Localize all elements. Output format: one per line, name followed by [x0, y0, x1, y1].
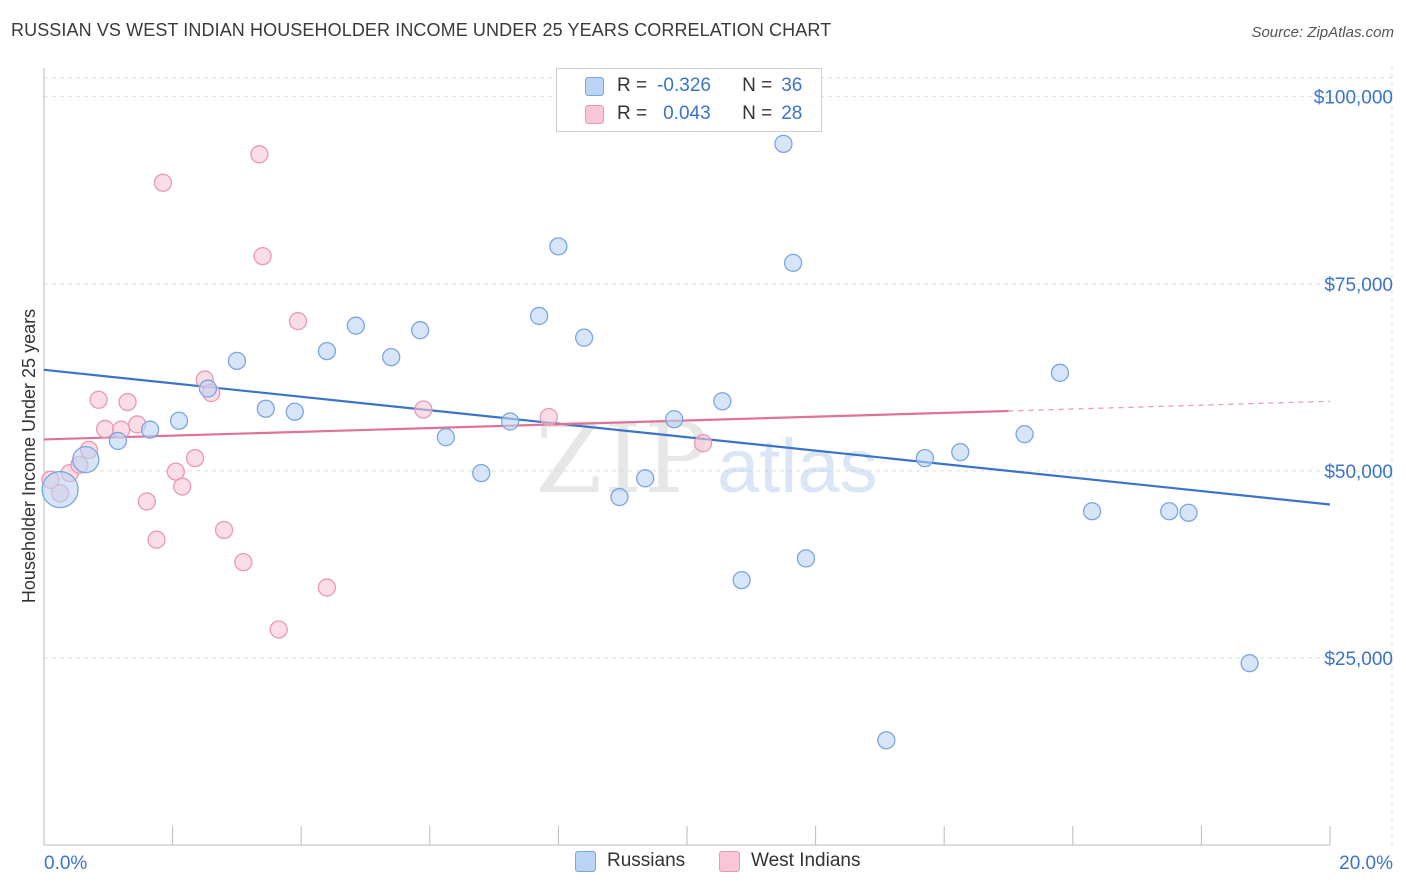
russians-point — [774, 134, 793, 153]
west-indians-point — [118, 392, 137, 412]
legend-item-west-indians[interactable]: West Indians — [719, 850, 860, 872]
russians-point — [877, 731, 896, 750]
russians-point — [732, 570, 751, 590]
west-indians-point — [147, 530, 166, 549]
russians-point — [41, 470, 79, 509]
russians-point — [411, 321, 430, 340]
x-tick-label: 20.0% — [1339, 853, 1393, 874]
watermark-atlas: atlas — [717, 424, 878, 509]
r-value: 0.043 — [663, 103, 711, 124]
russians-point — [169, 411, 189, 430]
legend-row-west-indians: R = 0.043 N = 28 — [585, 100, 802, 128]
west-indians-point — [693, 434, 713, 453]
russians-point — [915, 448, 935, 468]
russians-trend-line — [43, 368, 1331, 506]
russians-swatch — [585, 76, 604, 96]
russians-point — [227, 351, 247, 371]
series-legend: Russians West Indians — [0, 850, 1406, 878]
legend-label-russians: Russians — [607, 850, 686, 871]
stats-legend: R = -0.326 N = 36 R = 0.043 N = 28 — [556, 68, 822, 132]
russians-point — [140, 420, 160, 439]
axes — [43, 68, 1331, 846]
r-value: -0.326 — [657, 75, 711, 96]
west-indians-point — [269, 620, 288, 639]
west-indians-trend-line — [43, 409, 1009, 441]
legend-row-russians: R = -0.326 N = 36 — [585, 72, 802, 100]
russians-point — [317, 341, 337, 361]
west-indians-point — [173, 477, 192, 496]
y-tick-label: $50,000 — [1324, 462, 1393, 483]
west-indians-point — [234, 552, 253, 572]
chart-title: RUSSIAN VS WEST INDIAN HOUSEHOLDER INCOM… — [11, 20, 832, 40]
russians-point — [1082, 502, 1102, 521]
west-indians-point — [153, 173, 173, 192]
russians-point — [664, 410, 684, 429]
russians-point — [574, 328, 594, 347]
trend-lines — [43, 368, 1331, 506]
r-label: R = — [617, 103, 648, 124]
west-indians-point — [288, 312, 308, 331]
russians-point — [1160, 502, 1179, 521]
russians-swatch — [575, 850, 596, 872]
russians-point — [346, 316, 366, 335]
russians-point — [285, 402, 304, 421]
west-indians-point — [250, 145, 269, 164]
russians-point — [198, 379, 218, 398]
russians-point — [1179, 503, 1198, 522]
russians-point — [549, 237, 568, 256]
west-indians-point — [89, 390, 108, 409]
y-tick-label: $25,000 — [1324, 649, 1393, 670]
west-indians-swatch — [719, 850, 740, 872]
russians-point — [1015, 425, 1034, 444]
russians-point — [951, 442, 970, 462]
data-points — [41, 134, 1259, 750]
n-label: N = — [742, 75, 773, 96]
russians-point — [436, 428, 456, 447]
west-indians-point — [414, 400, 433, 419]
n-value: 28 — [781, 103, 803, 124]
legend-item-russians[interactable]: Russians — [575, 850, 685, 872]
west-indians-point — [95, 419, 115, 439]
y-axis-label: Householder Income Under 25 years — [19, 309, 39, 603]
russians-point — [610, 487, 629, 507]
russians-point — [256, 399, 275, 418]
russians-point — [72, 445, 100, 474]
russians-point — [1050, 363, 1070, 382]
russians-point — [501, 412, 520, 431]
russians-point — [529, 306, 549, 326]
russians-point — [636, 469, 655, 488]
russians-point — [472, 463, 491, 483]
r-label: R = — [617, 75, 648, 96]
west-indians-point — [539, 407, 558, 427]
russians-point — [783, 253, 803, 272]
russians-point — [713, 392, 732, 411]
west-indians-point — [214, 520, 234, 540]
axis-labels: $25,000 $50,000 $75,000 $100,000 0.0% 20.0% Ho… — [19, 88, 1393, 874]
x-tick-label: 0.0% — [44, 853, 87, 874]
y-tick-label: $75,000 — [1324, 275, 1393, 296]
n-label: N = — [742, 103, 773, 124]
russians-point — [382, 347, 401, 367]
legend-label-west-indians: West Indians — [751, 850, 861, 871]
russians-point — [796, 549, 816, 568]
west-indians-point — [185, 448, 205, 468]
russians-point — [1240, 654, 1259, 673]
west-indians-point — [137, 492, 157, 511]
n-value: 36 — [781, 75, 803, 96]
russians-point — [108, 431, 128, 451]
west-indians-point — [253, 246, 272, 266]
y-tick-label: $100,000 — [1314, 88, 1393, 109]
west-indians-trend-extension — [1008, 400, 1331, 412]
west-indians-swatch — [585, 104, 604, 124]
source-credit: Source: ZipAtlas.com — [1251, 24, 1394, 41]
west-indians-point — [317, 578, 337, 597]
